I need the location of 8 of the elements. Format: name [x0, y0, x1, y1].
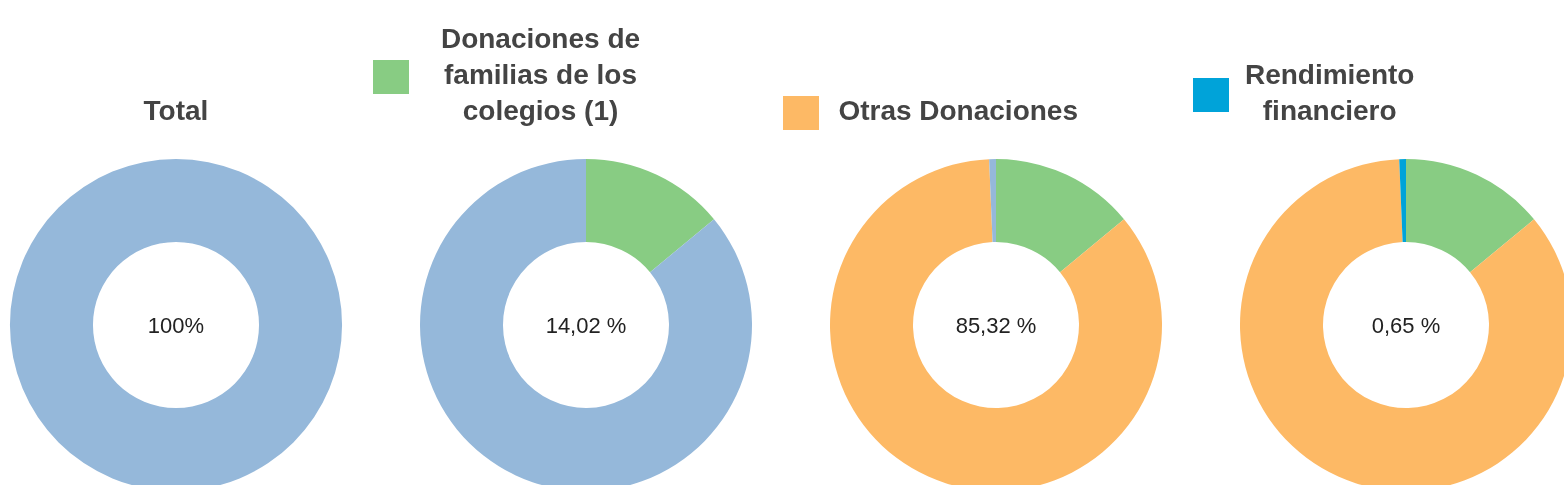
legend-label: Donaciones de familias de los colegios (1)	[440, 23, 641, 126]
text: 85,32 %	[955, 313, 1037, 338]
legend-label: Otras Donaciones	[838, 95, 1079, 126]
legend-label: Rendimiento financiero	[1244, 59, 1415, 126]
text: 100%	[147, 313, 205, 338]
chart-title: Total	[143, 95, 209, 126]
text: 14,02 %	[545, 313, 627, 338]
text: 0,65 %	[1371, 313, 1441, 338]
